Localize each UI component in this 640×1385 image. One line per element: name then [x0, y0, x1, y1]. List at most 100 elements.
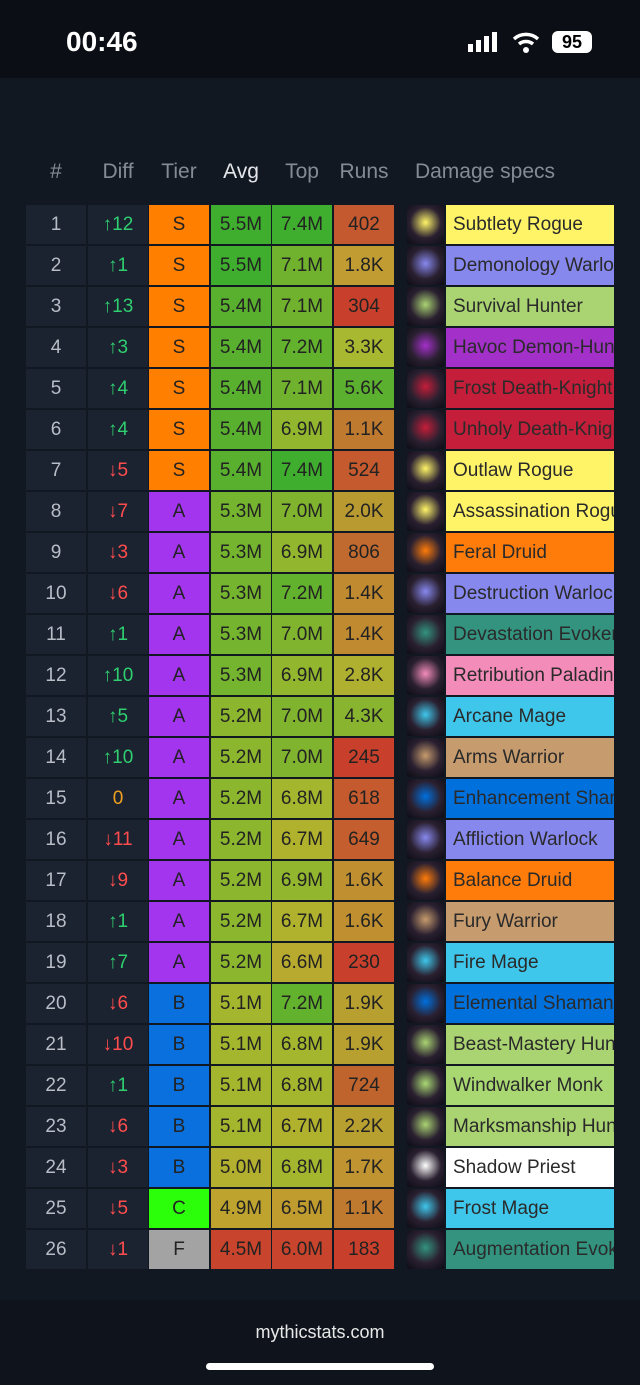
rank-cell: 21	[26, 1025, 86, 1064]
column-header: Top	[285, 160, 319, 183]
spec-icon	[407, 574, 444, 613]
spec-cell: Arms Warrior	[446, 738, 614, 777]
top-cell: 7.2M	[272, 328, 332, 367]
spec-icon	[407, 779, 444, 818]
spec-cell: Affliction Warlock	[446, 820, 614, 859]
spec-cell: Marksmanship Hunter	[446, 1107, 614, 1146]
diff-cell: ↑5	[88, 697, 148, 736]
column-header: Tier	[161, 160, 197, 183]
spec-cell: Assassination Rogue	[446, 492, 614, 531]
diff-cell: ↑1	[88, 902, 148, 941]
spec-icon	[407, 246, 444, 285]
spec-cell: Unholy Death-Knight	[446, 410, 614, 449]
top-cell: 7.0M	[272, 697, 332, 736]
site-link[interactable]: mythicstats.com	[255, 1322, 385, 1342]
diff-cell: ↑4	[88, 410, 148, 449]
runs-cell: 806	[334, 533, 394, 572]
spec-icon	[407, 738, 444, 777]
diff-cell: ↓11	[88, 820, 148, 859]
avg-cell: 5.4M	[211, 287, 271, 326]
spec-icon	[407, 205, 444, 244]
tier-cell: S	[149, 328, 209, 367]
runs-cell: 183	[334, 1230, 394, 1269]
runs-cell: 1.7K	[334, 1148, 394, 1187]
diff-cell: ↓10	[88, 1025, 148, 1064]
spec-cell: Devastation Evoker	[446, 615, 614, 654]
top-cell: 6.8M	[272, 779, 332, 818]
tier-cell: A	[149, 574, 209, 613]
footer	[0, 1300, 640, 1385]
tier-cell: F	[149, 1230, 209, 1269]
top-cell: 7.2M	[272, 574, 332, 613]
avg-cell: 5.2M	[211, 861, 271, 900]
tier-cell: A	[149, 779, 209, 818]
diff-cell: ↓6	[88, 574, 148, 613]
battery: 95	[552, 31, 592, 53]
runs-cell: 1.8K	[334, 246, 394, 285]
avg-cell: 5.1M	[211, 1107, 271, 1146]
spec-cell: Frost Mage	[446, 1189, 614, 1228]
avg-cell: 5.1M	[211, 1025, 271, 1064]
avg-cell: 4.9M	[211, 1189, 271, 1228]
rank-cell: 19	[26, 943, 86, 982]
runs-cell: 1.9K	[334, 1025, 394, 1064]
top-cell: 7.4M	[272, 205, 332, 244]
rank-cell: 9	[26, 533, 86, 572]
rank-cell: 18	[26, 902, 86, 941]
spec-cell: Outlaw Rogue	[446, 451, 614, 490]
top-cell: 6.8M	[272, 1025, 332, 1064]
spec-cell: Windwalker Monk	[446, 1066, 614, 1105]
diff-cell: ↓7	[88, 492, 148, 531]
diff-cell: ↓6	[88, 1107, 148, 1146]
tier-cell: S	[149, 205, 209, 244]
top-cell: 6.8M	[272, 1148, 332, 1187]
tier-cell: C	[149, 1189, 209, 1228]
spec-cell: Fire Mage	[446, 943, 614, 982]
diff-cell: 0	[88, 779, 148, 818]
avg-cell: 5.2M	[211, 697, 271, 736]
spec-icon	[407, 492, 444, 531]
spec-icon	[407, 943, 444, 982]
signal-icon	[468, 32, 497, 52]
rank-cell: 15	[26, 779, 86, 818]
spec-cell: Shadow Priest	[446, 1148, 614, 1187]
top-cell: 6.9M	[272, 533, 332, 572]
runs-cell: 245	[334, 738, 394, 777]
avg-cell: 5.3M	[211, 492, 271, 531]
tier-cell: A	[149, 943, 209, 982]
spec-cell: Balance Druid	[446, 861, 614, 900]
home-indicator	[206, 1363, 434, 1370]
top-cell: 6.7M	[272, 820, 332, 859]
spec-icon	[407, 1107, 444, 1146]
top-cell: 6.9M	[272, 656, 332, 695]
top-cell: 6.8M	[272, 1066, 332, 1105]
rank-cell: 8	[26, 492, 86, 531]
runs-cell: 402	[334, 205, 394, 244]
avg-cell: 5.3M	[211, 656, 271, 695]
top-cell: 7.0M	[272, 738, 332, 777]
spec-icon	[407, 820, 444, 859]
diff-cell: ↓5	[88, 1189, 148, 1228]
rank-cell: 25	[26, 1189, 86, 1228]
avg-cell: 5.4M	[211, 369, 271, 408]
rank-cell: 14	[26, 738, 86, 777]
top-cell: 6.5M	[272, 1189, 332, 1228]
spec-icon	[407, 1148, 444, 1187]
rank-cell: 13	[26, 697, 86, 736]
tier-cell: A	[149, 615, 209, 654]
avg-cell: 5.5M	[211, 205, 271, 244]
column-header: Avg	[223, 160, 259, 183]
runs-cell: 230	[334, 943, 394, 982]
rank-cell: 11	[26, 615, 86, 654]
diff-cell: ↑3	[88, 328, 148, 367]
spec-cell: Frost Death-Knight	[446, 369, 614, 408]
top-cell: 6.7M	[272, 902, 332, 941]
tier-cell: S	[149, 369, 209, 408]
runs-cell: 2.8K	[334, 656, 394, 695]
avg-cell: 5.4M	[211, 410, 271, 449]
tier-cell: S	[149, 451, 209, 490]
top-cell: 6.9M	[272, 410, 332, 449]
rank-cell: 26	[26, 1230, 86, 1269]
rank-cell: 17	[26, 861, 86, 900]
top-cell: 7.2M	[272, 984, 332, 1023]
